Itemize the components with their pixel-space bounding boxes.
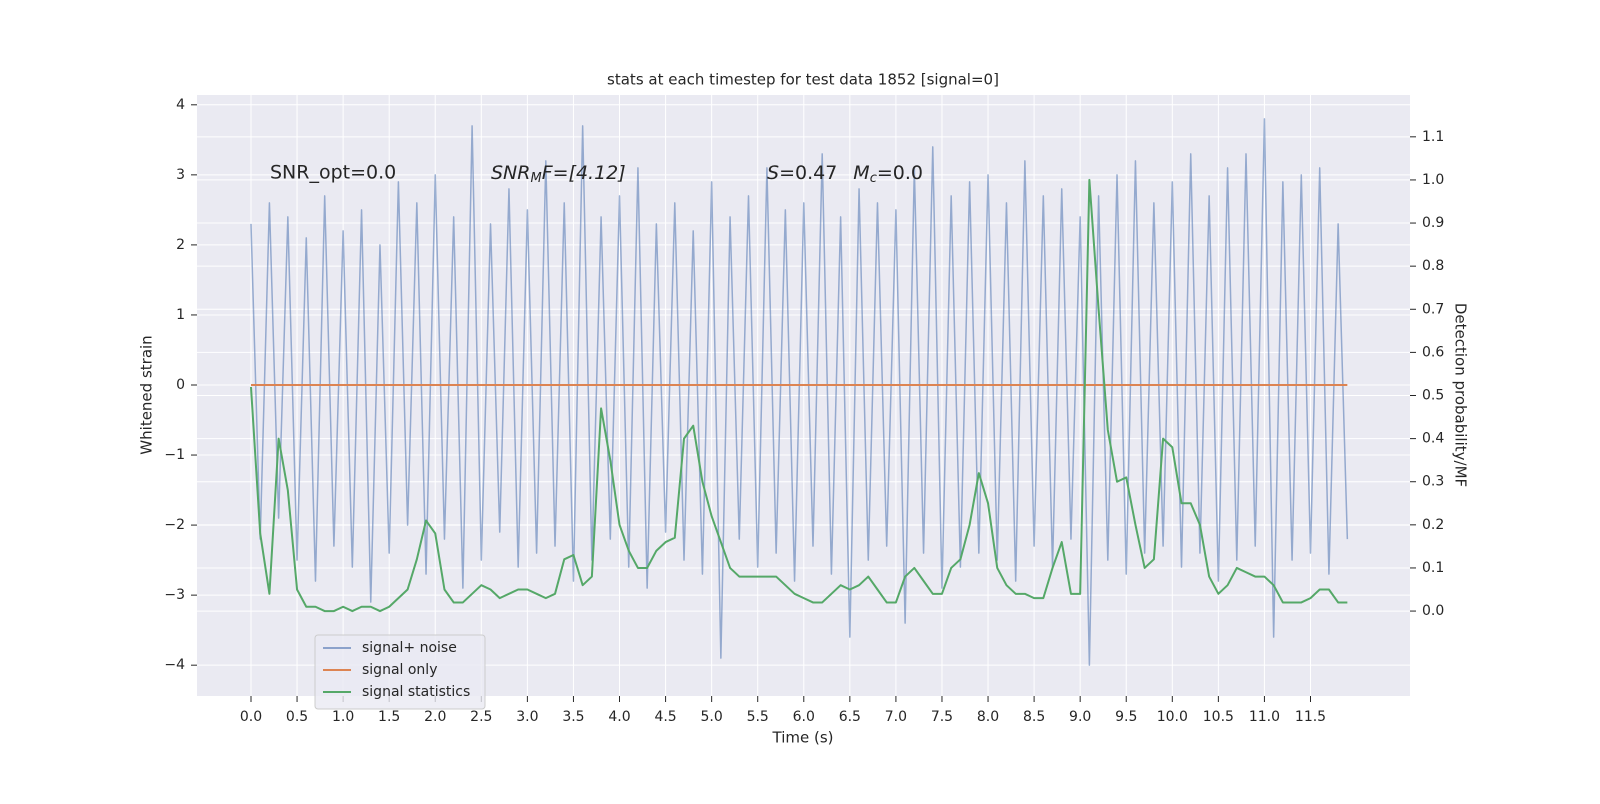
legend-label: signal statistics xyxy=(362,684,470,700)
x-tick-label: 4.5 xyxy=(654,709,676,725)
x-tick-label: 11.5 xyxy=(1295,709,1326,725)
annotation: SNRMF=[4.12] xyxy=(491,162,626,186)
x-tick-label: 3.5 xyxy=(562,709,584,725)
annotation-part: =0.47 xyxy=(779,162,837,184)
y-tick-label: −3 xyxy=(164,587,185,603)
y-tick-label: 2 xyxy=(176,237,185,253)
y-tick-label: 4 xyxy=(176,97,185,113)
x-tick-label: 11.0 xyxy=(1249,709,1280,725)
series-line xyxy=(250,118,1349,666)
y2-tick-label: 0.3 xyxy=(1422,474,1444,490)
annotation-part: M xyxy=(530,171,541,186)
y2-tick-label: 0.2 xyxy=(1422,517,1444,533)
legend-label: signal only xyxy=(362,662,437,678)
chart-title: stats at each timestep for test data 185… xyxy=(607,71,999,89)
y2-tick-label: 0.4 xyxy=(1422,431,1444,447)
annotation: SNR_opt=0.0 xyxy=(270,162,396,184)
x-tick-label: 5.5 xyxy=(747,709,769,725)
x-tick-label: 7.5 xyxy=(931,709,953,725)
x-tick-label: 3.0 xyxy=(516,709,538,725)
x-tick-label: 0.5 xyxy=(286,709,308,725)
annotation-part: c xyxy=(870,171,877,186)
y2-tick-label: 0.9 xyxy=(1422,215,1444,231)
x-tick-label: 8.5 xyxy=(1023,709,1045,725)
y-tick-label: −2 xyxy=(164,517,185,533)
annotation-part: M xyxy=(853,162,869,184)
x-tick-label: 5.0 xyxy=(701,709,723,725)
y2-tick-label: 0.7 xyxy=(1422,301,1444,317)
x-tick-label: 7.0 xyxy=(885,709,907,725)
annotation-part: SNR xyxy=(491,162,530,184)
y2-axis-label: Detection probability/MF xyxy=(1452,303,1470,487)
x-tick-label: 6.0 xyxy=(793,709,815,725)
y-tick-label: 3 xyxy=(176,167,185,183)
x-tick-label: 10.5 xyxy=(1203,709,1234,725)
y2-tick-label: 0.5 xyxy=(1422,388,1444,404)
x-tick-label: 1.5 xyxy=(378,709,400,725)
x-axis-label: Time (s) xyxy=(772,729,834,747)
y2-tick-label: 0.1 xyxy=(1422,560,1444,576)
x-tick-label: 4.0 xyxy=(608,709,630,725)
x-tick-label: 0.0 xyxy=(240,709,262,725)
y2-tick-label: 0.8 xyxy=(1422,258,1444,274)
series-line xyxy=(249,178,1348,613)
annotation-part: S xyxy=(767,162,779,184)
legend-label: signal+ noise xyxy=(362,640,457,656)
y2-tick-label: 0.0 xyxy=(1422,603,1444,619)
y-tick-label: 0 xyxy=(176,377,185,393)
y2-tick-label: 1.0 xyxy=(1422,172,1444,188)
annotation-part: =0.0 xyxy=(877,162,923,184)
x-tick-label: 8.0 xyxy=(977,709,999,725)
y-axis-label: Whitened strain xyxy=(138,335,156,454)
legend-box xyxy=(314,634,486,710)
annotation-part: F=[4.12] xyxy=(542,162,626,184)
annotation: S=0.47 Mc=0.0 xyxy=(767,162,923,186)
y-tick-label: −1 xyxy=(164,447,185,463)
x-tick-label: 2.5 xyxy=(470,709,492,725)
x-tick-label: 9.0 xyxy=(1069,709,1091,725)
y2-tick-label: 1.1 xyxy=(1422,129,1444,145)
x-tick-label: 1.0 xyxy=(332,709,354,725)
x-tick-label: 2.0 xyxy=(424,709,446,725)
y-tick-label: 1 xyxy=(176,307,185,323)
x-tick-label: 9.5 xyxy=(1115,709,1137,725)
x-tick-label: 10.0 xyxy=(1157,709,1188,725)
y-tick-label: −4 xyxy=(164,657,185,673)
y2-tick-label: 0.6 xyxy=(1422,344,1444,360)
x-tick-label: 6.5 xyxy=(839,709,861,725)
